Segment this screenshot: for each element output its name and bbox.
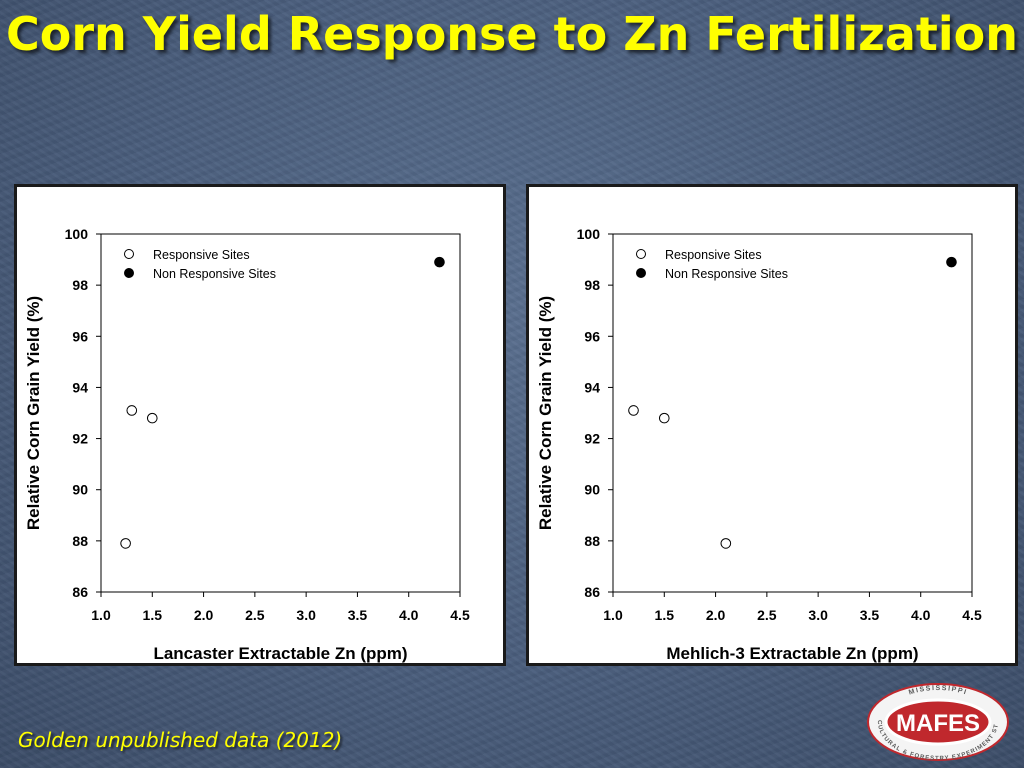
y-tick-label: 90 xyxy=(72,482,88,498)
legend-marker-non-responsive xyxy=(636,268,646,278)
x-tick-label: 2.5 xyxy=(245,607,265,623)
x-tick-label: 1.0 xyxy=(91,607,111,623)
y-tick-label: 88 xyxy=(72,533,88,549)
x-tick-label: 1.0 xyxy=(603,607,623,623)
mafes-logo: MAFES MISSISSIPPI AGRICULTURAL & FORESTR… xyxy=(863,678,1010,767)
x-tick-label: 3.5 xyxy=(348,607,368,623)
y-tick-label: 98 xyxy=(584,277,600,293)
x-tick-label: 1.5 xyxy=(655,607,675,623)
data-point-responsive xyxy=(658,412,670,424)
x-tick-label: 4.5 xyxy=(962,607,982,623)
y-axis-label: Relative Corn Grain Yield (%) xyxy=(536,296,555,530)
x-axis-label: Mehlich-3 Extractable Zn (ppm) xyxy=(666,644,918,663)
x-tick-label: 4.0 xyxy=(911,607,931,623)
x-axis-label: Lancaster Extractable Zn (ppm) xyxy=(153,644,407,663)
legend-marker-non-responsive xyxy=(124,268,134,278)
data-point-responsive xyxy=(146,412,158,424)
legend-marker-responsive xyxy=(636,249,646,259)
scatter-chart-mehlich: 86 88 90 92 94 96 98 100 1.0 1.5 2.0 2.5 3.0 3.5 4.0 4.… xyxy=(536,226,982,663)
data-point-responsive xyxy=(720,538,732,549)
x-tick-label: 2.0 xyxy=(706,607,726,623)
scatter-chart-lancaster: 86 88 90 92 94 96 98 100 1.0 1.5 2.0 2.5 3.0 3.5 4.0 4.… xyxy=(24,226,470,663)
plot-area-frame xyxy=(100,233,461,593)
source-footnote: Golden unpublished data (2012) xyxy=(18,728,343,752)
y-tick-label: 90 xyxy=(584,482,600,498)
data-point-non-responsive xyxy=(946,256,957,268)
y-tick-label: 92 xyxy=(584,431,600,447)
x-tick-label: 3.0 xyxy=(808,607,828,623)
slide-title: Corn Yield Response to Zn Fertilization xyxy=(5,7,1019,61)
legend-label: Responsive Sites xyxy=(665,248,762,262)
data-point-responsive xyxy=(628,405,639,416)
y-tick-label: 86 xyxy=(72,584,88,600)
chart-panel-lancaster: 86 88 90 92 94 96 98 100 1.0 1.5 2.0 2.5 3.0 3.5 4.0 4.… xyxy=(14,184,506,666)
y-tick-label: 94 xyxy=(584,379,600,395)
logo-name: MAFES xyxy=(896,710,980,737)
y-tick-label: 98 xyxy=(72,277,88,293)
y-tick-label: 100 xyxy=(577,226,601,242)
plot-area-frame xyxy=(612,233,973,593)
x-tick-label: 2.5 xyxy=(757,607,777,623)
y-tick-label: 92 xyxy=(72,431,88,447)
y-axis-label: Relative Corn Grain Yield (%) xyxy=(24,296,43,530)
y-tick-label: 94 xyxy=(72,379,88,395)
mafes-logo-icon: MAFES MISSISSIPPI AGRICULTURAL & FORESTR… xyxy=(863,678,1009,762)
svg-text:MISSISSIPPI: MISSISSIPPI xyxy=(908,685,968,697)
chart-panel-mehlich: 86 88 90 92 94 96 98 100 1.0 1.5 2.0 2.5 3.0 3.5 4.0 4.… xyxy=(526,184,1018,666)
y-tick-label: 88 xyxy=(584,533,600,549)
y-tick-label: 96 xyxy=(72,328,88,344)
legend-label: Non Responsive Sites xyxy=(665,267,788,281)
legend-label: Responsive Sites xyxy=(153,248,250,262)
x-tick-label: 4.0 xyxy=(399,607,419,623)
data-point-non-responsive xyxy=(434,256,445,268)
legend-marker-responsive xyxy=(124,249,134,259)
y-tick-label: 96 xyxy=(584,328,600,344)
legend-label: Non Responsive Sites xyxy=(153,267,276,281)
x-tick-label: 3.0 xyxy=(296,607,316,623)
x-tick-label: 1.5 xyxy=(143,607,163,623)
y-tick-label: 86 xyxy=(584,584,600,600)
x-tick-label: 3.5 xyxy=(860,607,880,623)
x-tick-label: 4.5 xyxy=(450,607,470,623)
data-point-responsive xyxy=(126,405,138,416)
x-tick-label: 2.0 xyxy=(194,607,214,623)
data-point-responsive xyxy=(120,538,131,549)
logo-top-text: MISSISSIPPI xyxy=(908,685,967,697)
y-tick-label: 100 xyxy=(65,226,89,242)
